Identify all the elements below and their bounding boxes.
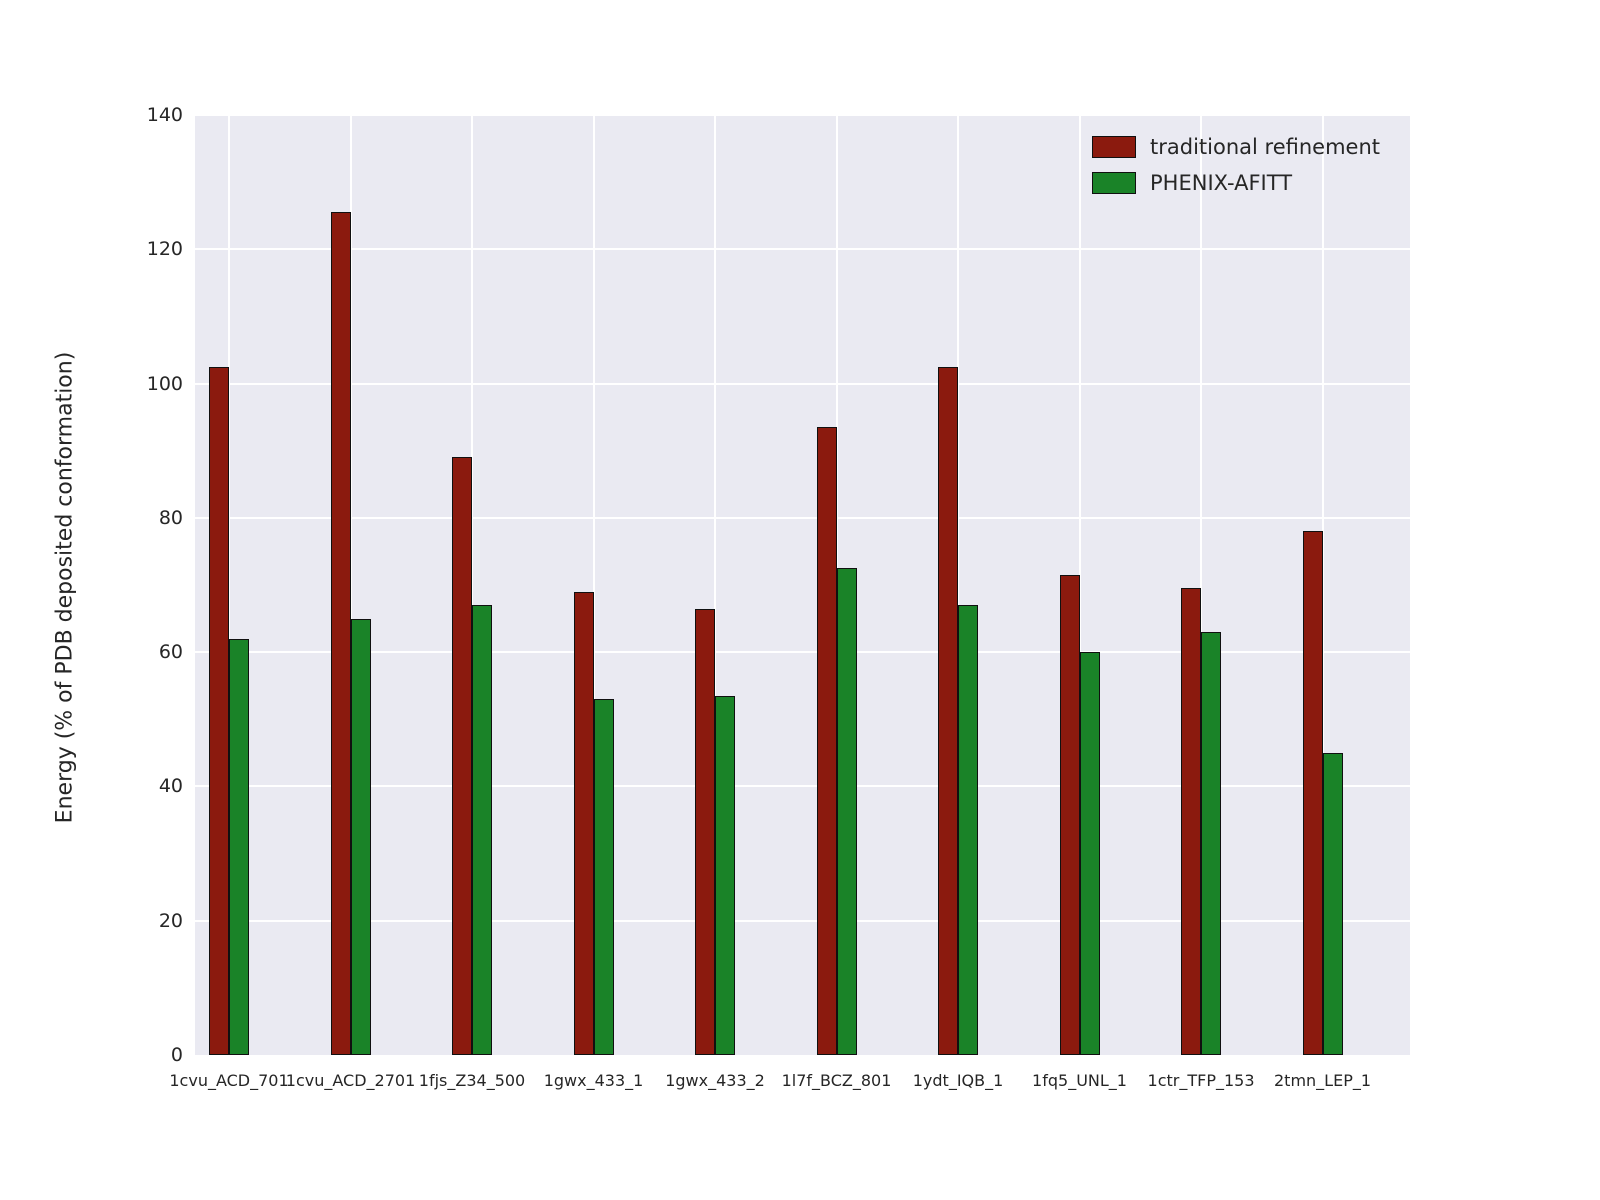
- bar-traditional-refinement: [1059, 574, 1080, 1055]
- y-tick-label: 120: [146, 238, 183, 261]
- bar-traditional-refinement: [816, 427, 837, 1055]
- x-tick-label: 1ctr_TFP_153: [1147, 1071, 1255, 1090]
- y-tick-label: 20: [158, 909, 183, 932]
- gridline-horizontal: [195, 919, 1410, 922]
- legend-item: PHENIX-AFITT: [1092, 171, 1380, 195]
- bar-traditional-refinement: [1302, 531, 1323, 1055]
- gridline-vertical: [1321, 115, 1324, 1055]
- bar-phenix-afitt: [1079, 652, 1100, 1055]
- y-axis-label: Energy (% of PDB deposited conformation): [52, 351, 78, 824]
- bar-phenix-afitt: [958, 605, 979, 1055]
- gridline-vertical: [228, 115, 231, 1055]
- x-tick-label: 1fjs_Z34_500: [418, 1071, 526, 1090]
- bar-phenix-afitt: [836, 568, 857, 1055]
- gridline-vertical: [592, 115, 595, 1055]
- x-tick-label: 1gwx_433_2: [665, 1071, 765, 1090]
- gridline-vertical: [714, 115, 717, 1055]
- gridline-vertical: [349, 115, 352, 1055]
- bar-traditional-refinement: [209, 366, 230, 1055]
- x-tick-label: 1fq5_UNL_1: [1032, 1071, 1127, 1090]
- y-tick-label: 80: [158, 506, 183, 529]
- y-tick-label: 100: [146, 372, 183, 395]
- bar-phenix-afitt: [229, 638, 250, 1055]
- legend-item: traditional refinement: [1092, 135, 1380, 159]
- gridline-vertical: [1200, 115, 1203, 1055]
- bar-traditional-refinement: [330, 212, 351, 1055]
- gridline-vertical: [957, 115, 960, 1055]
- gridline-vertical: [1078, 115, 1081, 1055]
- bar-traditional-refinement: [695, 608, 716, 1055]
- gridline-horizontal: [195, 382, 1410, 385]
- x-tick-label: 2tmn_LEP_1: [1274, 1071, 1372, 1090]
- gridline-horizontal: [195, 516, 1410, 519]
- x-tick-label: 1cvu_ACD_701: [169, 1071, 289, 1090]
- x-tick-label: 1cvu_ACD_2701: [285, 1071, 416, 1090]
- y-tick-label: 60: [158, 641, 183, 664]
- x-tick-label: 1ydt_IQB_1: [912, 1071, 1004, 1090]
- legend-label: traditional refinement: [1150, 135, 1380, 159]
- legend-swatch-icon: [1092, 172, 1137, 194]
- x-tick-label: 1gwx_433_1: [543, 1071, 644, 1090]
- bar-traditional-refinement: [573, 591, 594, 1055]
- gridline-horizontal: [195, 248, 1410, 251]
- bar-phenix-afitt: [472, 605, 493, 1055]
- bar-traditional-refinement: [1181, 588, 1202, 1055]
- gridline-horizontal: [195, 651, 1410, 654]
- gridline-horizontal: [195, 785, 1410, 788]
- plot-area: traditional refinement PHENIX-AFITT: [195, 114, 1410, 1055]
- legend: traditional refinement PHENIX-AFITT: [1084, 129, 1388, 201]
- bar-phenix-afitt: [1322, 752, 1343, 1055]
- x-tick-label: 1l7f_BCZ_801: [781, 1071, 892, 1090]
- legend-label: PHENIX-AFITT: [1150, 171, 1293, 195]
- y-tick-label: 40: [158, 775, 183, 798]
- bar-phenix-afitt: [350, 618, 371, 1055]
- y-tick-label: 140: [146, 104, 183, 126]
- gridline-vertical: [471, 115, 474, 1055]
- bar-phenix-afitt: [1201, 632, 1222, 1055]
- y-tick-label: 0: [170, 1044, 183, 1066]
- legend-swatch-icon: [1092, 136, 1137, 158]
- gridline-horizontal: [195, 114, 1410, 116]
- bar-traditional-refinement: [452, 457, 473, 1055]
- bar-phenix-afitt: [593, 699, 614, 1055]
- bar-phenix-afitt: [715, 695, 736, 1055]
- bar-traditional-refinement: [938, 366, 959, 1055]
